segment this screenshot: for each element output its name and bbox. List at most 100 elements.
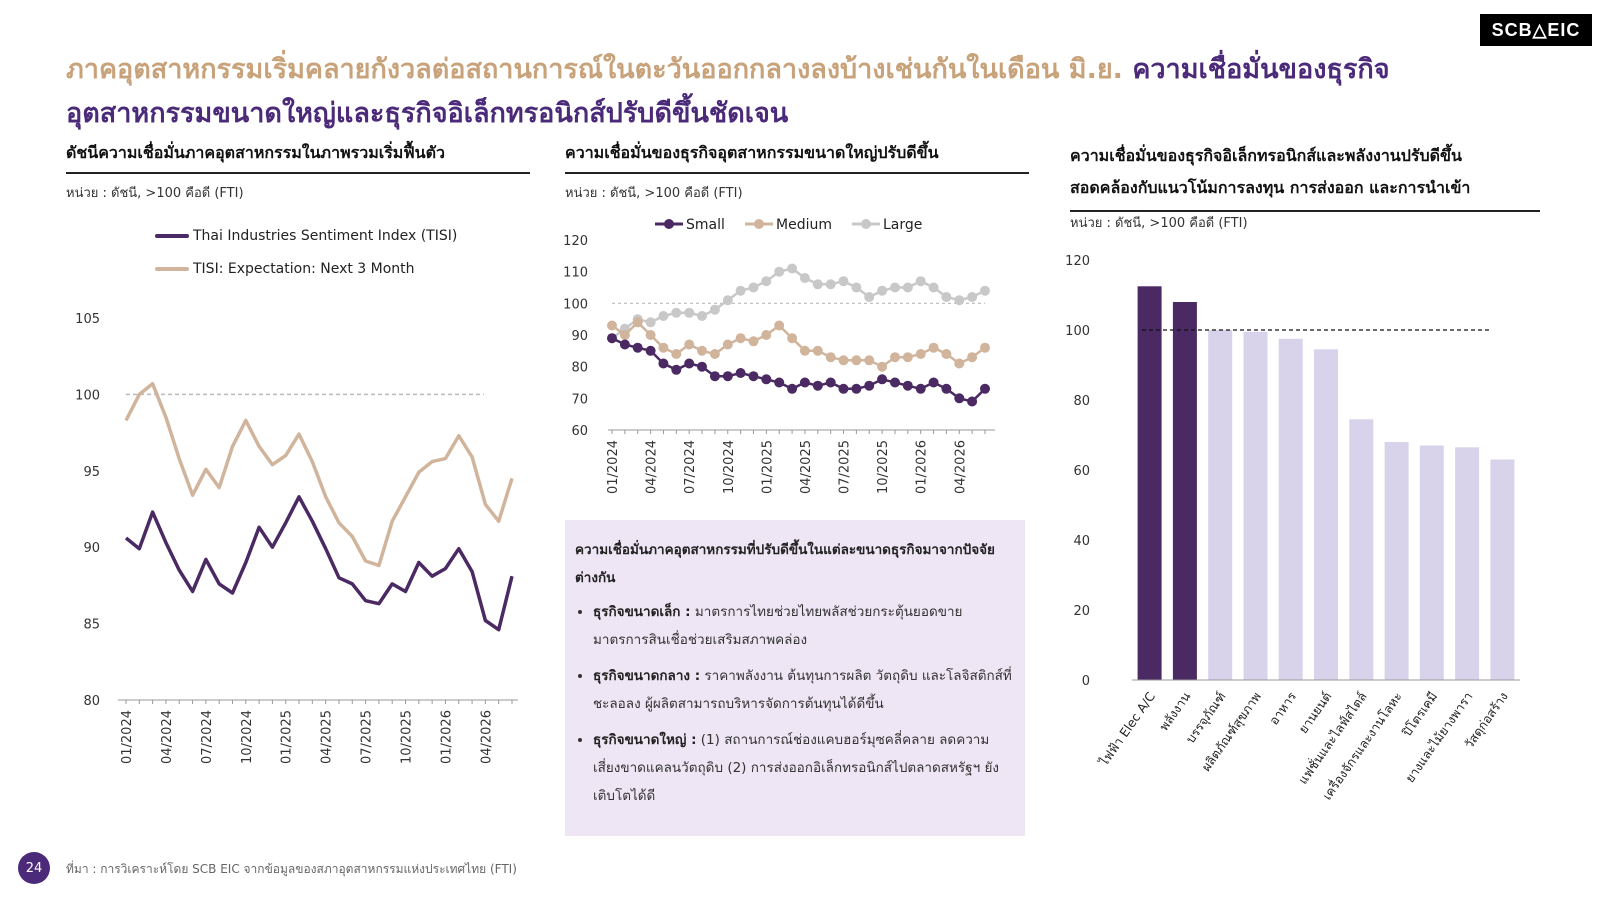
scb-eic-logo: SCB△EIC — [1480, 14, 1592, 46]
small-point — [890, 377, 900, 388]
x-tick-label: 04/2026 — [953, 440, 968, 494]
y-tick-label: 100 — [563, 297, 588, 312]
y-tick-label: 80 — [1073, 394, 1090, 409]
small-point — [838, 383, 849, 394]
bar — [1314, 349, 1338, 681]
large-point — [967, 292, 978, 302]
callout-item-medium: ธุรกิจขนาดกลาง : ราคาพลังงาน ต้นทุนการผล… — [593, 662, 1015, 718]
bar — [1455, 447, 1480, 681]
small-point — [877, 374, 888, 385]
small-point — [928, 377, 939, 388]
y-tick-label: 90 — [83, 541, 100, 556]
medium-point — [735, 333, 746, 344]
large-point — [902, 282, 913, 293]
legend-label: Thai Industries Sentiment Index (TISI) — [193, 228, 458, 244]
legend-label-small: Small — [686, 217, 725, 233]
medium-point — [890, 352, 900, 363]
bar — [1419, 445, 1444, 680]
large-point — [864, 292, 875, 302]
small-point — [967, 396, 978, 407]
category-label: พลังงาน — [1156, 689, 1194, 734]
medium-point — [877, 361, 888, 372]
callout-item-label: ธุรกิจขนาดกลาง : — [593, 668, 701, 684]
medium-point — [928, 342, 939, 353]
legend-marker-small — [664, 219, 674, 229]
small-point — [658, 358, 669, 369]
x-tick-label: 04/2024 — [645, 440, 660, 494]
medium-point — [825, 352, 836, 363]
x-tick-label: 07/2025 — [360, 710, 375, 764]
x-tick-label: 07/2024 — [683, 440, 698, 494]
small-point — [851, 383, 862, 394]
callout-item-text: ราคาพลังงาน ต้นทุนการผลิต วัตถุดิบ และโล… — [593, 668, 1012, 712]
medium-point — [697, 345, 707, 356]
small-point — [761, 374, 772, 385]
x-tick-label: 01/2025 — [760, 440, 775, 494]
large-point — [941, 292, 952, 302]
category-label: ไฟฟ้า Elec A/C — [1096, 689, 1159, 769]
medium-point — [799, 345, 810, 356]
page-headline: ภาคอุตสาหกรรมเริ่มคลายกังวลต่อสถานการณ์ใ… — [66, 48, 1506, 136]
large-point — [787, 263, 798, 274]
y-tick-label: 60 — [1073, 464, 1090, 479]
small-point — [812, 380, 823, 391]
large-point — [851, 282, 862, 293]
small-point — [915, 383, 926, 394]
small-point — [645, 345, 656, 356]
y-tick-label: 85 — [83, 618, 100, 633]
large-point — [684, 307, 695, 318]
y-tick-label: 120 — [1065, 254, 1090, 269]
x-tick-label: 10/2025 — [400, 710, 415, 764]
small-point — [684, 358, 695, 369]
callout-list: ธุรกิจขนาดเล็ก : มาตรการไทยช่วยไทยพลัสช่… — [575, 598, 1015, 810]
medium-point — [774, 320, 785, 331]
large-point — [928, 282, 939, 293]
large-point — [709, 304, 720, 315]
x-tick-label: 10/2024 — [722, 440, 737, 494]
medium-point — [902, 352, 913, 363]
small-point — [799, 377, 810, 388]
left-legend-expectation: TISI: Expectation: Next 3 Month — [155, 261, 415, 277]
x-tick-label: 04/2025 — [320, 710, 335, 764]
large-point — [877, 285, 888, 296]
x-tick-label: 01/2024 — [606, 440, 621, 494]
y-tick-label: 0 — [1082, 674, 1090, 689]
callout-title: ความเชื่อมั่นภาคอุตสาหกรรมที่ปรับดีขึ้นใ… — [575, 542, 995, 586]
y-tick-label: 105 — [75, 312, 100, 327]
large-point — [697, 311, 707, 321]
large-point — [812, 279, 823, 290]
large-point — [735, 285, 746, 296]
large-point — [799, 273, 810, 283]
medium-point — [709, 349, 720, 359]
large-point — [761, 276, 772, 287]
x-tick-label: 10/2024 — [240, 710, 255, 764]
medium-point — [761, 330, 772, 340]
bar — [1137, 286, 1162, 681]
small-point — [735, 368, 746, 378]
medium-point — [787, 333, 798, 344]
x-tick-label: 01/2025 — [280, 710, 295, 764]
small-point — [671, 364, 682, 375]
bar — [1172, 302, 1197, 680]
medium-point — [722, 339, 733, 350]
middle-panel-unit: หน่วย : ดัชนี, >100 คือดี (FTI) — [565, 186, 743, 201]
left-panel-unit: หน่วย : ดัชนี, >100 คือดี (FTI) — [66, 186, 244, 201]
left-legend-tisi: Thai Industries Sentiment Index (TISI) — [155, 228, 457, 244]
medium-point — [632, 317, 643, 328]
small-point — [902, 380, 913, 391]
right-panel-unit: หน่วย : ดัชนี, >100 คือดี (FTI) — [1070, 216, 1248, 231]
large-point — [980, 285, 990, 296]
y-tick-label: 100 — [75, 388, 100, 403]
y-tick-label: 70 — [571, 392, 588, 407]
medium-point — [645, 330, 656, 340]
medium-point — [851, 355, 862, 366]
y-tick-label: 95 — [83, 465, 100, 480]
x-tick-label: 10/2025 — [876, 440, 891, 494]
legend-label-medium: Medium — [776, 217, 832, 233]
left-panel-title: ดัชนีความเชื่อมั่นภาคอุตสาหกรรมในภาพรวมเ… — [66, 140, 530, 174]
headline-part2: ความเชื่อมั่นของธุรกิจอุตสาหกรรมขนาดใหญ่… — [66, 54, 1390, 129]
medium-point — [607, 320, 617, 331]
x-tick-label: 07/2025 — [838, 440, 853, 494]
bar — [1243, 331, 1268, 681]
middle-line-chart: Small Medium Large 60 70 80 90 100 110 120 01/2024… — [563, 217, 995, 494]
